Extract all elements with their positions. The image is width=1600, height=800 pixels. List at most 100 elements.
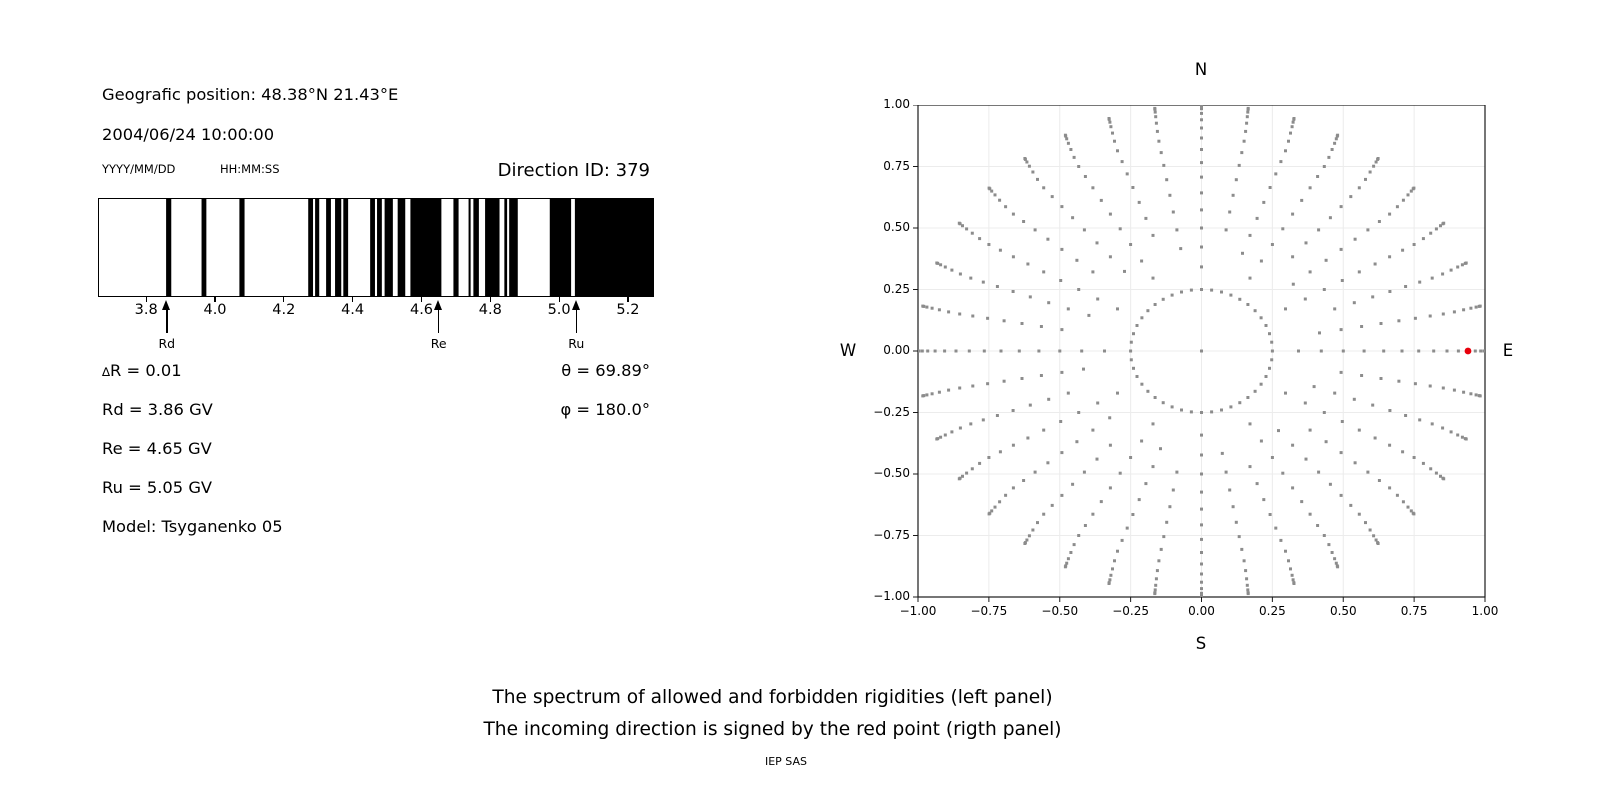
spoke-dot bbox=[1248, 276, 1252, 280]
spoke-dot bbox=[1224, 228, 1228, 232]
ring-dot bbox=[1268, 332, 1271, 336]
spoke-dot bbox=[1464, 261, 1468, 265]
spoke-dot bbox=[1162, 535, 1166, 539]
spoke-dot bbox=[1479, 349, 1483, 353]
ring-dot bbox=[1238, 401, 1242, 405]
direction-id-text: Direction ID: 379 bbox=[497, 160, 650, 181]
spoke-dot bbox=[1412, 512, 1416, 516]
spoke-dot bbox=[1245, 121, 1249, 125]
y-tick-label: −0.75 bbox=[873, 527, 910, 542]
spoke-dot bbox=[1409, 189, 1413, 193]
spoke-dot bbox=[1072, 155, 1076, 159]
spoke-dot bbox=[1200, 208, 1203, 212]
spoke-dot bbox=[1151, 233, 1155, 237]
spoke-dot bbox=[1333, 307, 1337, 311]
spoke-dot bbox=[1366, 228, 1370, 232]
spoke-dot bbox=[1432, 349, 1436, 353]
y-tick-label: 0.50 bbox=[883, 220, 910, 234]
ring-dot bbox=[1135, 324, 1139, 327]
spoke-dot bbox=[1200, 453, 1203, 457]
spoke-dot bbox=[1108, 578, 1112, 582]
spoke-dot bbox=[1109, 125, 1113, 129]
spoke-dot bbox=[1324, 440, 1328, 444]
spoke-dot bbox=[1017, 349, 1021, 353]
spoke-dot bbox=[995, 285, 999, 288]
spoke-dot bbox=[1430, 422, 1434, 426]
compass-north-label: N bbox=[1194, 60, 1208, 79]
spoke-dot bbox=[1246, 106, 1250, 110]
spoke-dot bbox=[1069, 551, 1073, 554]
spoke-dot bbox=[943, 433, 947, 437]
spectrum-axis-tick-label: 5.2 bbox=[616, 302, 640, 318]
spoke-dot bbox=[1255, 216, 1259, 220]
spoke-dot bbox=[1284, 307, 1287, 311]
spoke-dot bbox=[925, 393, 929, 397]
spoke-dot bbox=[1377, 479, 1381, 482]
spoke-dot bbox=[1179, 247, 1183, 251]
spoke-dot bbox=[937, 390, 941, 394]
value-phi: φ = 180.0° bbox=[560, 400, 650, 419]
spoke-dot bbox=[1421, 461, 1425, 465]
spoke-dot bbox=[961, 224, 964, 228]
ring-dot bbox=[1210, 410, 1214, 414]
spoke-dot bbox=[1020, 322, 1024, 325]
spoke-dot bbox=[1083, 175, 1087, 178]
ring-dot bbox=[1132, 332, 1135, 336]
spoke-dot bbox=[1162, 163, 1166, 167]
spoke-dot bbox=[1109, 573, 1113, 577]
spoke-dot bbox=[1339, 247, 1343, 251]
spoke-dot bbox=[1401, 248, 1405, 252]
forbidden-band bbox=[239, 199, 245, 296]
spoke-dot bbox=[965, 471, 969, 475]
spoke-dot bbox=[1259, 439, 1263, 443]
spoke-dot bbox=[1120, 538, 1124, 542]
spoke-dot bbox=[1268, 186, 1272, 189]
spoke-dot bbox=[1462, 390, 1466, 394]
spoke-dot bbox=[1200, 265, 1203, 269]
spoke-dot bbox=[1418, 280, 1422, 284]
spoke-dot bbox=[1108, 416, 1112, 420]
spoke-dot bbox=[1091, 428, 1095, 432]
spoke-dot bbox=[1200, 433, 1203, 437]
marker-label-re: Re bbox=[430, 336, 447, 351]
spoke-dot bbox=[998, 248, 1002, 252]
spoke-dot bbox=[1075, 440, 1079, 444]
spoke-dot bbox=[1159, 447, 1162, 451]
spoke-dot bbox=[930, 306, 934, 310]
spoke-dot bbox=[1159, 547, 1163, 551]
spoke-dot bbox=[993, 505, 997, 509]
spoke-dot bbox=[1157, 559, 1161, 563]
spoke-dot bbox=[1406, 193, 1410, 197]
spoke-dot bbox=[1374, 160, 1378, 164]
spoke-dot bbox=[1292, 117, 1296, 120]
spoke-dot bbox=[1291, 486, 1295, 490]
spoke-dot bbox=[1023, 157, 1027, 160]
spoke-dot bbox=[1140, 439, 1144, 443]
spoke-dot bbox=[1324, 258, 1328, 262]
ring-dot bbox=[1220, 290, 1223, 294]
ring-dot bbox=[1246, 396, 1250, 399]
ring-dot bbox=[1140, 382, 1144, 386]
spoke-dot bbox=[1200, 245, 1203, 249]
ring-dot bbox=[1268, 366, 1271, 370]
spoke-dot bbox=[1341, 349, 1345, 353]
spoke-dot bbox=[1308, 270, 1312, 274]
marker-label-rd: Rd bbox=[158, 336, 176, 351]
forbidden-band bbox=[509, 199, 518, 296]
spoke-dot bbox=[969, 276, 973, 280]
spoke-dot bbox=[1200, 107, 1203, 111]
caption-line-2: The incoming direction is signed by the … bbox=[483, 719, 1062, 740]
spoke-dot bbox=[1042, 186, 1046, 190]
spoke-dot bbox=[1318, 331, 1321, 335]
ring-dot bbox=[1146, 309, 1150, 313]
spoke-dot bbox=[998, 500, 1002, 504]
spoke-dot bbox=[1011, 212, 1015, 216]
spoke-dot bbox=[1224, 470, 1228, 474]
spoke-dot bbox=[926, 349, 930, 353]
spoke-dot bbox=[1388, 290, 1392, 293]
spoke-dot bbox=[1083, 524, 1087, 527]
spoke-dot bbox=[971, 314, 975, 318]
spoke-dot bbox=[1246, 110, 1250, 114]
spoke-dot bbox=[1353, 237, 1357, 241]
spoke-dot bbox=[1397, 319, 1401, 323]
